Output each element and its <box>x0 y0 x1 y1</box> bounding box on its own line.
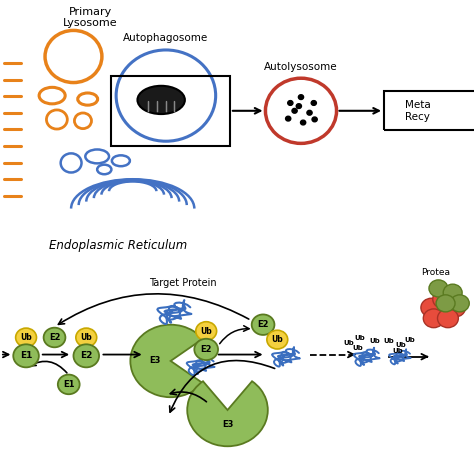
Text: Ub: Ub <box>81 333 92 342</box>
Text: Primary
Lysosome: Primary Lysosome <box>63 7 118 28</box>
Text: Ub: Ub <box>201 327 212 336</box>
Circle shape <box>307 110 312 115</box>
Circle shape <box>450 295 469 312</box>
Circle shape <box>301 120 306 125</box>
Circle shape <box>438 309 458 328</box>
Text: Autolysosome: Autolysosome <box>264 62 338 72</box>
Wedge shape <box>187 381 268 447</box>
Text: E1: E1 <box>20 351 32 360</box>
Text: E1: E1 <box>63 380 74 389</box>
Text: E2: E2 <box>257 320 269 329</box>
Text: Ub: Ub <box>343 339 354 346</box>
Circle shape <box>421 298 442 317</box>
Text: Meta
Recy: Meta Recy <box>405 100 431 122</box>
Text: Ub: Ub <box>272 335 283 344</box>
Circle shape <box>13 344 39 367</box>
Circle shape <box>296 104 301 109</box>
Circle shape <box>16 328 36 347</box>
Circle shape <box>423 309 444 328</box>
Text: E2: E2 <box>80 351 92 360</box>
Text: Ub: Ub <box>353 345 363 351</box>
Circle shape <box>285 116 291 121</box>
Circle shape <box>443 284 462 301</box>
Circle shape <box>44 328 65 347</box>
Text: Target Protein: Target Protein <box>149 278 216 288</box>
Circle shape <box>433 290 454 309</box>
Bar <box>111 76 230 146</box>
Circle shape <box>436 295 455 312</box>
Circle shape <box>288 100 293 105</box>
Text: Ub: Ub <box>369 338 380 344</box>
Circle shape <box>73 344 99 367</box>
Text: E3: E3 <box>149 356 160 365</box>
Text: Autophagosome: Autophagosome <box>123 34 209 44</box>
Circle shape <box>267 330 288 349</box>
Circle shape <box>194 339 218 360</box>
Circle shape <box>299 95 304 100</box>
Text: Ub: Ub <box>355 335 365 341</box>
Text: E3: E3 <box>222 420 233 429</box>
Text: Ub: Ub <box>405 337 415 343</box>
Circle shape <box>311 100 317 105</box>
Circle shape <box>76 328 97 347</box>
Circle shape <box>292 109 297 113</box>
Text: Ub: Ub <box>395 342 406 348</box>
Ellipse shape <box>137 86 185 114</box>
Text: Endoplasmic Reticulum: Endoplasmic Reticulum <box>49 239 188 252</box>
Circle shape <box>252 314 274 335</box>
Wedge shape <box>130 325 202 397</box>
Bar <box>384 91 474 130</box>
Text: E2: E2 <box>49 333 60 342</box>
Text: Protea: Protea <box>421 268 451 277</box>
Text: Ub: Ub <box>393 348 403 354</box>
Text: Ub: Ub <box>383 338 394 344</box>
Circle shape <box>312 117 317 122</box>
Circle shape <box>58 374 80 394</box>
Text: E2: E2 <box>201 345 212 354</box>
Circle shape <box>445 298 465 317</box>
Text: Ub: Ub <box>20 333 32 342</box>
Circle shape <box>196 322 217 340</box>
Circle shape <box>429 280 448 297</box>
